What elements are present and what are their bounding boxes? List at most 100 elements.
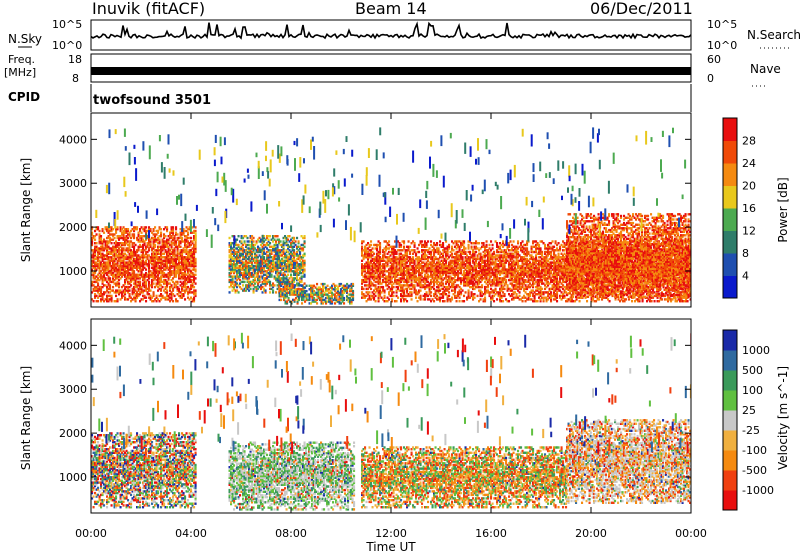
- echo-cell: [257, 278, 260, 282]
- echo-cell: [276, 261, 279, 264]
- echo-cell: [169, 300, 172, 303]
- echo-cell: [454, 291, 457, 294]
- echo-cell: [410, 273, 413, 276]
- echo-cell: [439, 254, 442, 257]
- echo-cell: [383, 240, 386, 243]
- echo-cell: [251, 254, 254, 257]
- echo-cell: [263, 278, 266, 282]
- echo-cell: [395, 289, 398, 292]
- echo-cell: [331, 296, 334, 300]
- echo-cell: [279, 266, 282, 269]
- freq-label: Freq.: [8, 53, 35, 66]
- echo-cell: [233, 252, 236, 255]
- echo-cell: [436, 257, 439, 261]
- echo-cell: [413, 285, 416, 289]
- echo-cell: [109, 250, 112, 254]
- echo-cell: [264, 273, 267, 276]
- echo-cell: [394, 250, 397, 254]
- echo-cell: [164, 296, 167, 299]
- echo-cell: [181, 275, 184, 278]
- echo-cell: [94, 296, 97, 299]
- echo-cell: [439, 250, 442, 254]
- echo-cell: [267, 278, 270, 282]
- echo-cell: [270, 270, 273, 273]
- echo-cell: [175, 228, 178, 231]
- echo-cell: [98, 293, 101, 296]
- echo-cell: [388, 250, 391, 254]
- echo-cell: [395, 280, 398, 284]
- echo-cell: [299, 291, 302, 294]
- echo-cell: [457, 243, 460, 247]
- echo-cell: [440, 263, 443, 266]
- echo-cell: [143, 273, 146, 276]
- echo-cell: [347, 300, 350, 303]
- echo-cell: [329, 286, 332, 289]
- echo-cell: [279, 243, 282, 247]
- echo-cell: [272, 245, 275, 248]
- echo-cell: [194, 270, 197, 273]
- echo-cell: [263, 277, 266, 280]
- echo-cell: [478, 278, 481, 282]
- echo-cell: [242, 243, 245, 247]
- echo-cell: [368, 296, 371, 299]
- echo-cell: [297, 249, 300, 252]
- echo-cell: [302, 266, 305, 269]
- echo-cell: [310, 302, 313, 305]
- echo-cell: [374, 294, 377, 298]
- echo-cell: [157, 275, 160, 278]
- echo-cell: [467, 294, 470, 298]
- echo-cell: [233, 257, 236, 261]
- echo-cell: [473, 242, 476, 245]
- echo-cell: [185, 277, 188, 280]
- echo-cell: [397, 280, 400, 284]
- echo-cell: [458, 268, 461, 271]
- echo-cell: [146, 242, 149, 245]
- echo-cell: [437, 252, 440, 255]
- echo-cell: [127, 256, 130, 259]
- echo-cell: [113, 278, 116, 282]
- echo-cell: [467, 270, 470, 273]
- echo-cell: [181, 266, 184, 269]
- echo-cell: [400, 256, 403, 259]
- echo-cell: [415, 291, 418, 294]
- echo-cell: [349, 289, 352, 293]
- echo-cell: [404, 270, 407, 273]
- echo-cell: [385, 278, 388, 282]
- echo-cell: [181, 268, 184, 271]
- echo-cell: [376, 257, 379, 261]
- echo-cell: [397, 273, 400, 276]
- echo-cell: [446, 271, 449, 275]
- echo-cell: [106, 236, 109, 240]
- echo-cell: [460, 270, 463, 273]
- echo-cell: [228, 242, 231, 245]
- echo-cell: [296, 284, 299, 287]
- echo-cell: [419, 263, 422, 266]
- echo-cell: [464, 247, 467, 250]
- echo-cell: [446, 287, 449, 291]
- echo-cell: [152, 228, 155, 231]
- echo-cell: [185, 243, 188, 247]
- echo-cell: [279, 261, 282, 264]
- echo-cell: [122, 270, 125, 273]
- echo-cell: [230, 259, 233, 262]
- echo-cell: [431, 259, 434, 262]
- echo-cell: [181, 240, 184, 243]
- echo-cell: [338, 282, 341, 286]
- echo-cell: [167, 294, 170, 298]
- echo-cell: [251, 280, 254, 284]
- echo-cell: [127, 233, 130, 236]
- echo-cell: [258, 275, 261, 278]
- echo-cell: [109, 285, 112, 289]
- echo-cell: [91, 268, 94, 271]
- echo-cell: [137, 259, 140, 262]
- echo-cell: [118, 271, 121, 275]
- echo-cell: [257, 268, 260, 271]
- echo-cell: [276, 259, 279, 262]
- echo-cell: [487, 249, 490, 252]
- echo-cell: [188, 273, 191, 276]
- echo-cell: [449, 275, 452, 278]
- echo-cell: [124, 287, 127, 291]
- echo-cell: [376, 245, 379, 248]
- echo-cell: [458, 257, 461, 261]
- echo-cell: [109, 238, 112, 241]
